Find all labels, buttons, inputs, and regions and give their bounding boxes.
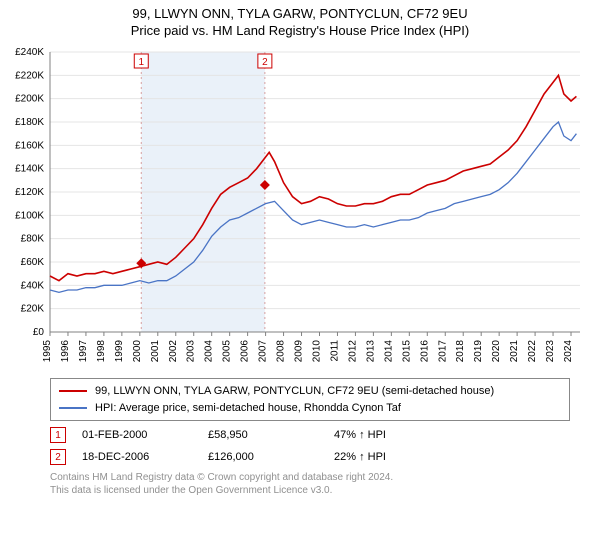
svg-text:2008: 2008 [276, 340, 287, 363]
svg-text:£120K: £120K [15, 187, 44, 198]
svg-text:1: 1 [138, 57, 144, 68]
legend-label-blue: HPI: Average price, semi-detached house,… [95, 400, 401, 417]
svg-text:1998: 1998 [96, 340, 107, 363]
svg-text:2024: 2024 [563, 340, 574, 363]
marker-number-box: 2 [50, 449, 66, 465]
svg-text:2023: 2023 [545, 340, 556, 363]
svg-text:2005: 2005 [222, 340, 233, 363]
svg-text:2001: 2001 [150, 340, 161, 363]
marker-number-box: 1 [50, 427, 66, 443]
svg-text:2002: 2002 [168, 340, 179, 363]
chart-title-sub: Price paid vs. HM Land Registry's House … [0, 23, 600, 38]
svg-text:2021: 2021 [509, 340, 520, 363]
svg-text:£100K: £100K [15, 210, 44, 221]
svg-text:£220K: £220K [15, 70, 44, 81]
marker-price: £126,000 [208, 451, 318, 463]
svg-text:2006: 2006 [240, 340, 251, 363]
svg-text:2009: 2009 [294, 340, 305, 363]
svg-text:1999: 1999 [114, 340, 125, 363]
svg-text:£180K: £180K [15, 117, 44, 128]
svg-text:£140K: £140K [15, 164, 44, 175]
svg-text:2014: 2014 [383, 340, 394, 363]
svg-text:2004: 2004 [204, 340, 215, 363]
svg-text:£60K: £60K [21, 257, 45, 268]
marker-row: 2 18-DEC-2006 £126,000 22% ↑ HPI [50, 449, 570, 465]
marker-date: 18-DEC-2006 [82, 451, 192, 463]
svg-text:1995: 1995 [42, 340, 53, 363]
marker-delta: 22% ↑ HPI [334, 451, 444, 463]
svg-text:1996: 1996 [60, 340, 71, 363]
svg-text:£80K: £80K [21, 234, 45, 245]
svg-text:£0: £0 [33, 327, 45, 338]
svg-text:2016: 2016 [419, 340, 430, 363]
svg-text:2015: 2015 [401, 340, 412, 363]
svg-text:2: 2 [262, 57, 268, 68]
legend: 99, LLWYN ONN, TYLA GARW, PONTYCLUN, CF7… [50, 378, 570, 421]
svg-text:2018: 2018 [455, 340, 466, 363]
svg-text:£200K: £200K [15, 94, 44, 105]
marker-price: £58,950 [208, 429, 318, 441]
footer-line-1: Contains HM Land Registry data © Crown c… [50, 471, 570, 484]
marker-row: 1 01-FEB-2000 £58,950 47% ↑ HPI [50, 427, 570, 443]
svg-text:£240K: £240K [15, 47, 44, 58]
price-chart: £0 £20K £40K £60K £80K £100K £120K £140K £160K £1… [0, 42, 600, 372]
marker-delta: 47% ↑ HPI [334, 429, 444, 441]
legend-label-red: 99, LLWYN ONN, TYLA GARW, PONTYCLUN, CF7… [95, 383, 494, 400]
svg-text:2019: 2019 [473, 340, 484, 363]
chart-title-address: 99, LLWYN ONN, TYLA GARW, PONTYCLUN, CF7… [0, 6, 600, 21]
legend-swatch-blue [59, 407, 87, 409]
svg-text:2010: 2010 [311, 340, 322, 363]
svg-text:£160K: £160K [15, 140, 44, 151]
svg-text:2013: 2013 [365, 340, 376, 363]
sale-markers: 1 01-FEB-2000 £58,950 47% ↑ HPI 2 18-DEC-2006… [50, 427, 570, 465]
legend-swatch-red [59, 390, 87, 392]
svg-text:£40K: £40K [21, 280, 45, 291]
marker-date: 01-FEB-2000 [82, 429, 192, 441]
svg-text:2007: 2007 [258, 340, 269, 363]
footer-line-2: This data is licensed under the Open Gov… [50, 484, 570, 497]
svg-text:1997: 1997 [78, 340, 89, 363]
footer: Contains HM Land Registry data © Crown c… [50, 471, 570, 497]
svg-text:2017: 2017 [437, 340, 448, 363]
svg-text:2003: 2003 [186, 340, 197, 363]
svg-text:2011: 2011 [329, 340, 340, 362]
svg-text:2020: 2020 [491, 340, 502, 363]
svg-text:2012: 2012 [347, 340, 358, 363]
svg-text:£20K: £20K [21, 304, 45, 315]
svg-text:2000: 2000 [132, 340, 143, 363]
svg-text:2022: 2022 [527, 340, 538, 363]
